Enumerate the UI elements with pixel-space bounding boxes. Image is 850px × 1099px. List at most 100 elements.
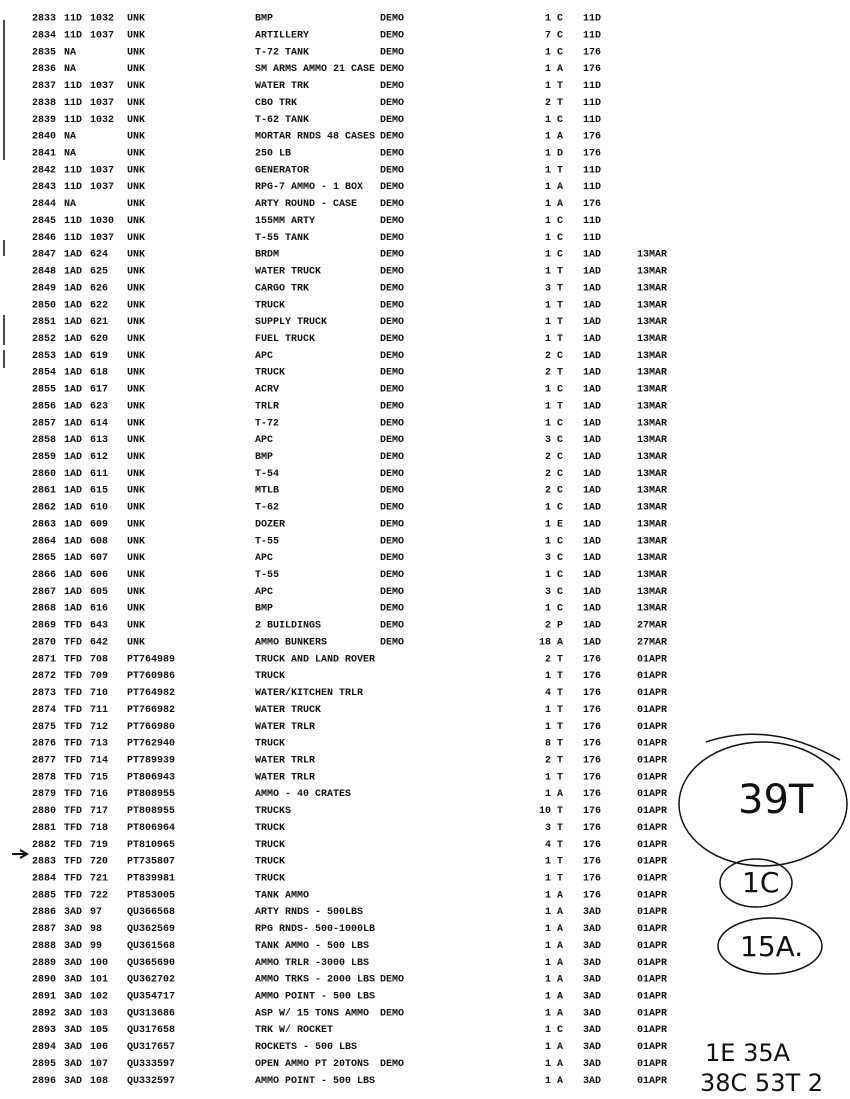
- cell-qty: 3: [545, 435, 551, 446]
- cell-date: 13MAR: [637, 267, 667, 278]
- cell-type: C: [557, 503, 563, 514]
- cell-n: 2886: [32, 907, 56, 918]
- cell-type: C: [557, 435, 563, 446]
- cell-date: 01APR: [637, 975, 667, 986]
- cell-n: 2833: [32, 14, 56, 25]
- cell-item: ROCKETS - 500 LBS: [255, 1042, 357, 1053]
- cell-item: T-55: [255, 570, 279, 581]
- cell-item: BMP: [255, 452, 273, 463]
- cell-type: P: [557, 621, 563, 632]
- cell-org: 176: [583, 654, 601, 665]
- cell-grid: QU317658: [127, 1025, 175, 1036]
- cell-org: 1AD: [583, 283, 601, 294]
- cell-grid: UNK: [127, 115, 145, 126]
- cell-date: 01APR: [637, 806, 667, 817]
- cell-status: DEMO: [380, 604, 404, 615]
- cell-qty: 2: [545, 621, 551, 632]
- cell-grid: UNK: [127, 149, 145, 160]
- cell-status: DEMO: [380, 132, 404, 143]
- cell-type: A: [557, 182, 563, 193]
- cell-unit-no: 715: [90, 772, 108, 783]
- cell-type: A: [557, 199, 563, 210]
- cell-unit-no: 618: [90, 368, 108, 379]
- cell-item: FUEL TRUCK: [255, 334, 315, 345]
- cell-status: DEMO: [380, 452, 404, 463]
- cell-unit: 11D: [64, 182, 82, 193]
- cell-unit: 11D: [64, 165, 82, 176]
- cell-org: 1AD: [583, 418, 601, 429]
- cell-date: 01APR: [637, 1025, 667, 1036]
- cell-unit-no: 642: [90, 637, 108, 648]
- cell-item: TRUCK: [255, 874, 285, 885]
- cell-type: T: [557, 368, 563, 379]
- cell-org: 1AD: [583, 570, 601, 581]
- cell-unit-no: 711: [90, 705, 108, 716]
- cell-status: DEMO: [380, 553, 404, 564]
- cell-qty: 1: [545, 334, 551, 345]
- cell-type: T: [557, 722, 563, 733]
- cell-unit: TFD: [64, 654, 82, 665]
- cell-status: DEMO: [380, 486, 404, 497]
- cell-n: 2868: [32, 604, 56, 615]
- cell-grid: UNK: [127, 621, 145, 632]
- cell-org: 3AD: [583, 958, 601, 969]
- cell-item: AMMO TRKS - 2000 LBS: [255, 975, 375, 986]
- cell-type: C: [557, 587, 563, 598]
- cell-status: DEMO: [380, 98, 404, 109]
- cell-org: 1AD: [583, 385, 601, 396]
- cell-org: 11D: [583, 216, 601, 227]
- cell-unit-no: 610: [90, 503, 108, 514]
- cell-qty: 2: [545, 469, 551, 480]
- cell-item: WATER/KITCHEN TRLR: [255, 687, 363, 699]
- cell-date: 13MAR: [637, 587, 667, 598]
- cell-org: 11D: [583, 81, 601, 92]
- cell-unit-no: 1037: [90, 31, 114, 42]
- cell-n: 2884: [32, 874, 56, 885]
- cell-qty: 1: [545, 958, 551, 969]
- cell-type: C: [557, 418, 563, 429]
- cell-date: 13MAR: [637, 368, 667, 379]
- cell-unit: 11D: [64, 233, 82, 244]
- cell-item: MORTAR RNDS 48 CASES: [255, 132, 375, 143]
- cell-date: 01APR: [637, 1008, 667, 1019]
- cell-date: 01APR: [637, 874, 667, 885]
- cell-n: 2873: [32, 688, 56, 699]
- cell-item: T-54: [255, 469, 279, 480]
- cell-unit: TFD: [64, 722, 82, 733]
- cell-item: RPG-7 AMMO - 1 BOX: [255, 182, 363, 193]
- cell-n: 2836: [32, 64, 56, 75]
- cell-date: 27MAR: [637, 637, 667, 648]
- cell-n: 2874: [32, 705, 56, 716]
- cell-grid: PT764982: [127, 688, 175, 699]
- cell-type: C: [557, 216, 563, 227]
- cell-grid: UNK: [127, 604, 145, 615]
- cell-date: 13MAR: [637, 418, 667, 429]
- cell-type: T: [557, 840, 563, 851]
- cell-qty: 1: [545, 1025, 551, 1036]
- cell-type: A: [557, 924, 563, 935]
- cell-item: AMMO - 40 CRATES: [255, 789, 351, 800]
- cell-unit: TFD: [64, 890, 82, 901]
- cell-qty: 4: [545, 840, 551, 851]
- cell-status: DEMO: [380, 81, 404, 92]
- cell-qty: 1: [545, 1076, 551, 1087]
- cell-type: T: [557, 81, 563, 92]
- cell-unit: TFD: [64, 840, 82, 851]
- cell-unit-no: 722: [90, 890, 108, 901]
- cell-grid: UNK: [127, 300, 145, 311]
- cell-grid: UNK: [127, 47, 145, 58]
- cell-n: 2864: [32, 536, 56, 547]
- cell-item: ACRV: [255, 385, 279, 396]
- cell-unit-no: 622: [90, 300, 108, 311]
- cell-type: C: [557, 47, 563, 58]
- cell-unit-no: 713: [90, 739, 108, 750]
- cell-unit: 1AD: [64, 503, 82, 514]
- cell-n: 2888: [32, 941, 56, 952]
- cell-qty: 1: [545, 165, 551, 176]
- cell-item: AMMO POINT - 500 LBS: [255, 1076, 375, 1087]
- cell-unit-no: 721: [90, 874, 108, 885]
- cell-org: 1AD: [583, 368, 601, 379]
- cell-grid: PT760986: [127, 671, 175, 682]
